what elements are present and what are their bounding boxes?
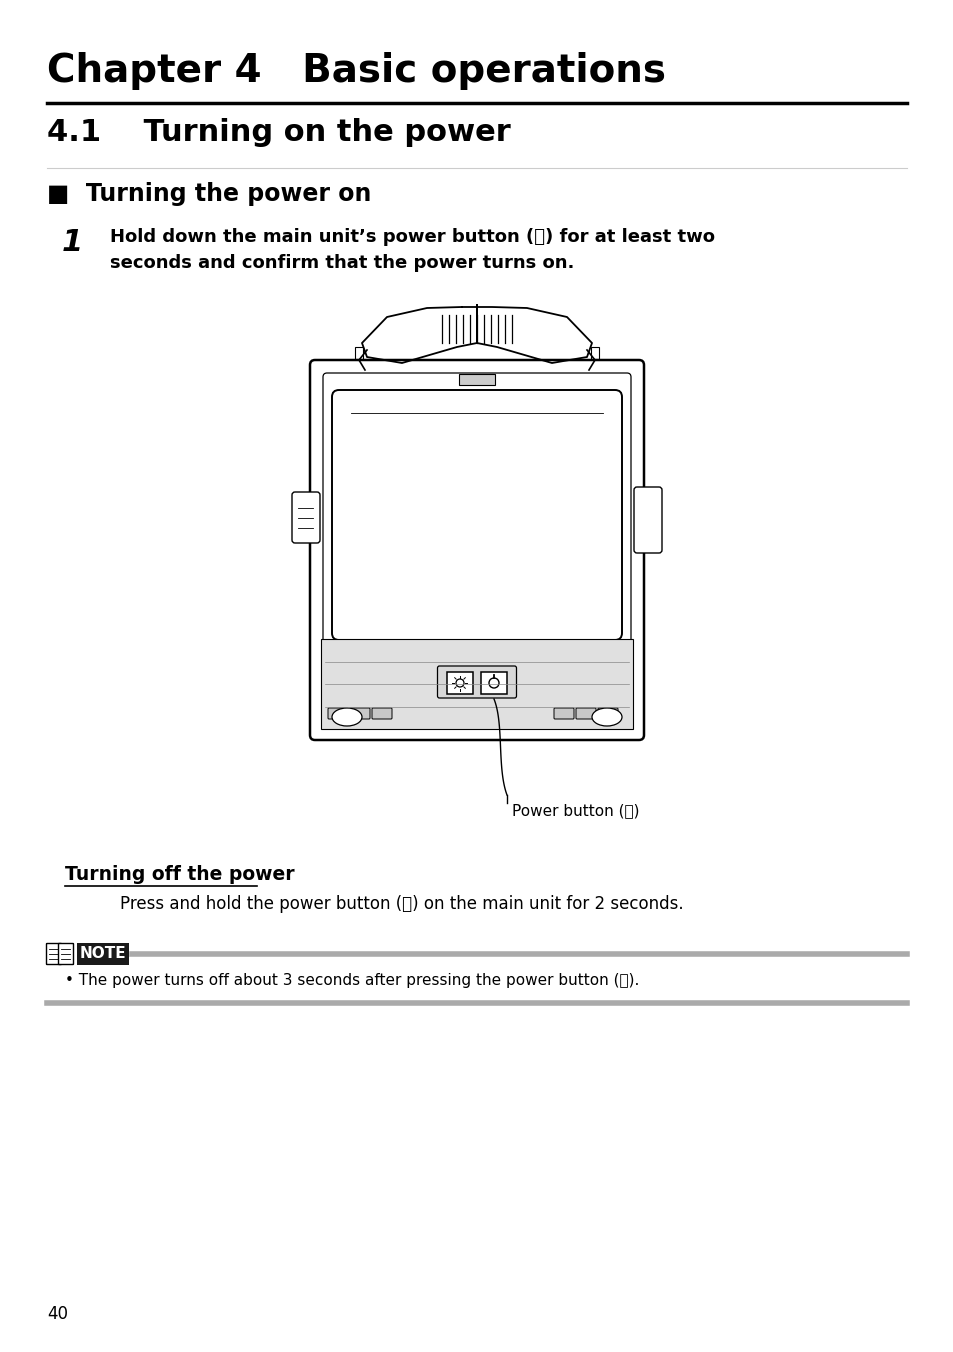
Bar [355,347,363,360]
Ellipse shape [332,708,361,726]
Text: seconds and confirm that the power turns on.: seconds and confirm that the power turns… [110,254,574,272]
Text: Hold down the main unit’s power button (⏻) for at least two: Hold down the main unit’s power button (… [110,228,714,246]
FancyBboxPatch shape [576,708,596,719]
FancyBboxPatch shape [58,944,73,964]
Text: NOTE: NOTE [80,946,126,961]
Bar [447,672,473,694]
Text: 40: 40 [47,1305,68,1324]
FancyBboxPatch shape [554,708,574,719]
FancyBboxPatch shape [634,487,661,553]
FancyBboxPatch shape [350,708,370,719]
FancyBboxPatch shape [332,389,621,639]
Text: Chapter 4   Basic operations: Chapter 4 Basic operations [47,51,665,91]
Text: • The power turns off about 3 seconds after pressing the power button (⏻).: • The power turns off about 3 seconds af… [65,973,639,988]
Bar [480,672,506,694]
Bar [77,942,129,965]
Text: Power button (⏻): Power button (⏻) [512,803,639,818]
FancyBboxPatch shape [328,708,348,719]
Text: 1: 1 [62,228,83,257]
Bar [590,347,598,360]
Text: Turning off the power: Turning off the power [65,865,294,884]
FancyBboxPatch shape [47,944,61,964]
Text: 4.1    Turning on the power: 4.1 Turning on the power [47,118,510,147]
Text: ■  Turning the power on: ■ Turning the power on [47,183,371,206]
FancyBboxPatch shape [292,492,319,544]
FancyBboxPatch shape [372,708,392,719]
FancyBboxPatch shape [310,360,643,740]
Ellipse shape [592,708,621,726]
Text: Press and hold the power button (⏻) on the main unit for 2 seconds.: Press and hold the power button (⏻) on t… [120,895,683,913]
Bar [458,375,495,385]
FancyBboxPatch shape [323,373,630,727]
FancyBboxPatch shape [598,708,618,719]
FancyBboxPatch shape [437,667,516,698]
Bar [320,639,633,729]
